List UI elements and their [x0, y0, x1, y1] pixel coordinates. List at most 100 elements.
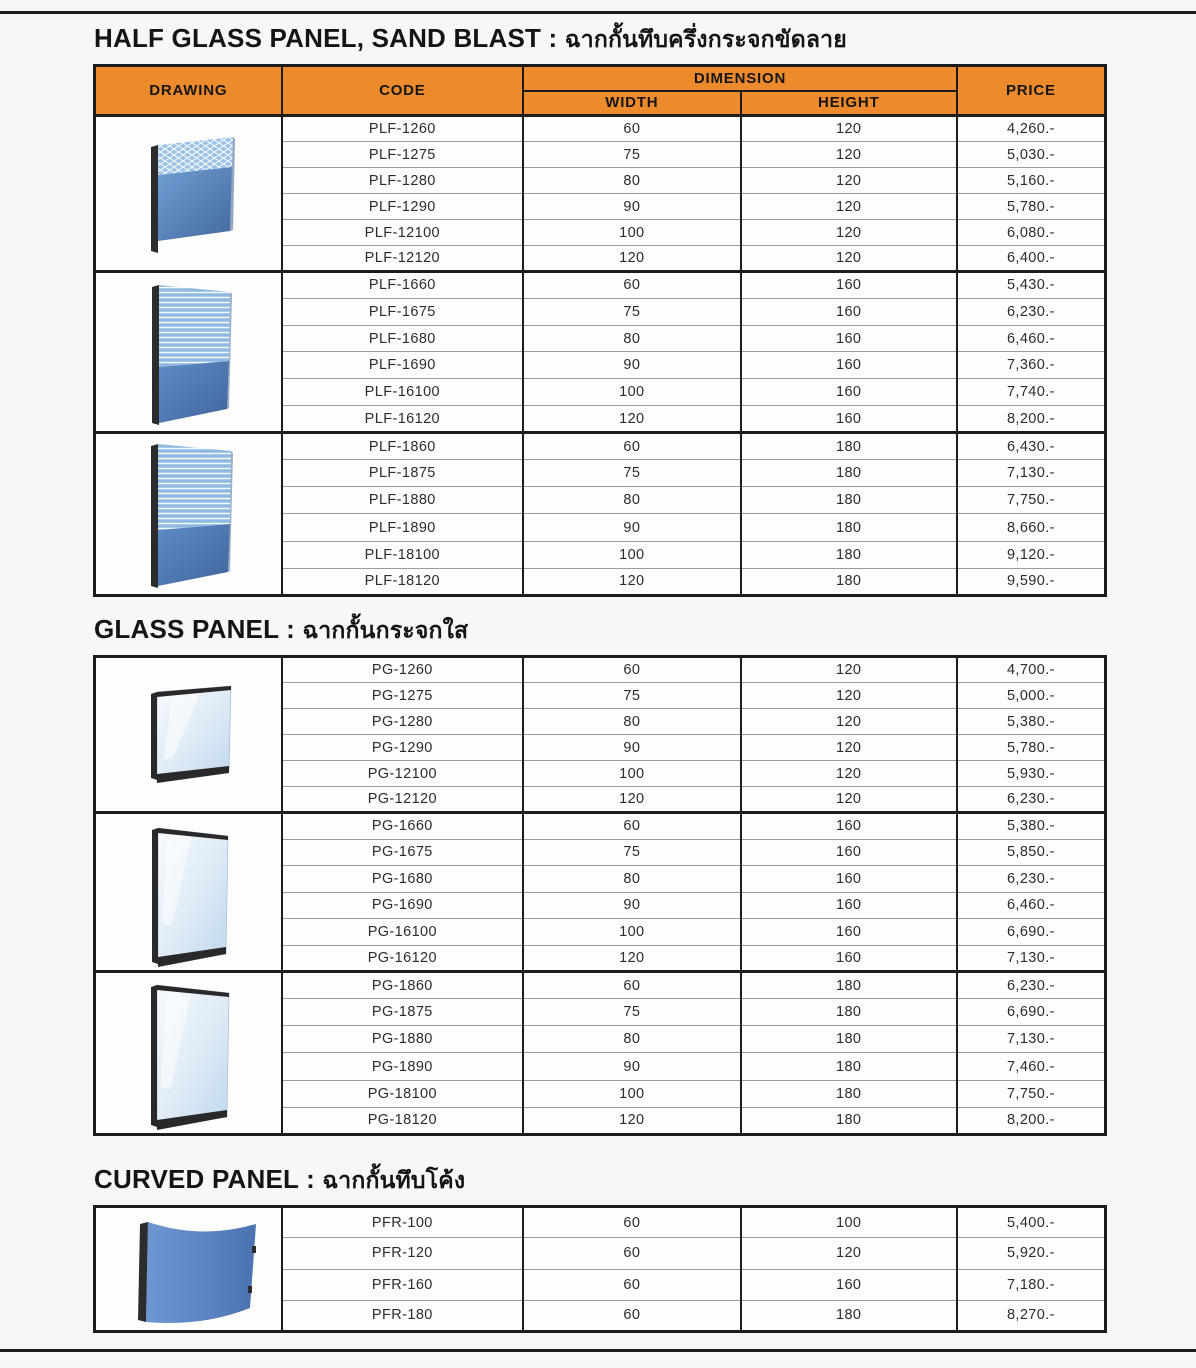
- width-cell: 90: [522, 513, 741, 542]
- table-row: PLF-16120 120 160 8,200.-: [95, 405, 1106, 433]
- panel-drawing: [95, 116, 282, 272]
- header-height: HEIGHT: [739, 90, 957, 116]
- table-row: PG-18120 120 180 8,200.-: [95, 1106, 1106, 1135]
- table-row: PG-1290 90 120 5,780.-: [95, 734, 1106, 761]
- price-cell: 7,460.-: [955, 1052, 1106, 1081]
- height-cell: 120: [739, 141, 957, 168]
- width-cell: 60: [522, 1299, 741, 1332]
- table-row: PFR-180 60 180 8,270.-: [95, 1299, 1106, 1332]
- height-cell: 120: [739, 219, 957, 246]
- height-cell: 120: [739, 167, 957, 194]
- code-cell: PG-1280: [280, 708, 524, 735]
- table-row: PLF-1675 75 160 6,230.-: [95, 297, 1106, 326]
- width-cell: 90: [522, 193, 741, 220]
- height-cell: 180: [739, 1052, 957, 1081]
- height-cell: 180: [739, 513, 957, 542]
- height-cell: 160: [739, 865, 957, 892]
- height-cell: 180: [739, 1025, 957, 1053]
- price-cell: 4,700.-: [955, 656, 1106, 683]
- section-half-glass-panel: HALF GLASS PANEL, SAND BLAST : ฉากกั้นทึ…: [93, 22, 1107, 597]
- code-cell: PG-1880: [280, 1025, 524, 1053]
- height-cell: 120: [739, 708, 957, 735]
- table-row: PLF-12100 100 120 6,080.-: [95, 219, 1106, 246]
- code-cell: PLF-18120: [280, 567, 524, 596]
- table-row: PG-1690 90 160 6,460.-: [95, 891, 1106, 919]
- width-cell: 60: [522, 971, 741, 999]
- code-cell: PLF-1880: [280, 486, 524, 514]
- code-cell: PG-1660: [280, 812, 524, 839]
- width-cell: 80: [522, 1025, 741, 1053]
- price-cell: 5,000.-: [955, 682, 1106, 709]
- panel-drawing: [95, 1207, 282, 1332]
- table-row: PLF-16100 100 160 7,740.-: [95, 378, 1106, 406]
- code-cell: PFR-120: [280, 1237, 524, 1269]
- table-row: PLF-1660 60 160 5,430.-: [94, 271, 1106, 425]
- price-cell: 5,430.-: [955, 271, 1106, 299]
- code-cell: PLF-1290: [280, 193, 524, 220]
- code-cell: PLF-16100: [280, 378, 524, 406]
- price-cell: 5,780.-: [955, 734, 1106, 761]
- table-row: PFR-120 60 120 5,920.-: [95, 1237, 1106, 1269]
- width-cell: 60: [522, 1237, 741, 1269]
- header-drawing: DRAWING: [94, 65, 282, 116]
- code-cell: PLF-1890: [280, 513, 524, 542]
- code-cell: PG-16120: [280, 944, 524, 972]
- price-cell: 7,750.-: [955, 1079, 1106, 1108]
- table-row: PLF-1290 90 120 5,780.-: [95, 193, 1106, 220]
- price-cell: 6,460.-: [955, 891, 1106, 919]
- price-cell: 6,460.-: [955, 324, 1106, 352]
- height-cell: 120: [739, 115, 957, 142]
- code-cell: PFR-160: [280, 1268, 524, 1301]
- table-row: PG-1675 75 160 5,850.-: [95, 838, 1106, 866]
- height-cell: 160: [739, 812, 957, 839]
- code-cell: PG-18120: [280, 1106, 524, 1135]
- price-cell: 6,430.-: [955, 432, 1106, 460]
- price-cell: 5,400.-: [955, 1206, 1106, 1238]
- table-header: DRAWING CODE DIMENSION PRICE WIDTH HEIGH…: [94, 65, 1106, 116]
- table-row: PG-1275 75 120 5,000.-: [95, 682, 1106, 709]
- header-code: CODE: [280, 65, 524, 116]
- width-cell: 100: [522, 760, 741, 787]
- code-cell: PG-12120: [280, 786, 524, 813]
- height-cell: 180: [739, 998, 957, 1026]
- height-cell: 120: [739, 656, 957, 683]
- section-title-th: ฉากกั้นทึบโค้ง: [322, 1167, 466, 1193]
- price-cell: 4,260.-: [955, 115, 1106, 142]
- section-glass-panel: GLASS PANEL : ฉากกั้นกระจกใส PG-1260 60 12…: [93, 613, 1107, 1136]
- table-row: PG-1880 80 180 7,130.-: [95, 1025, 1106, 1053]
- table-row: PLF-1875 75 180 7,130.-: [95, 459, 1106, 487]
- code-cell: PG-1860: [280, 971, 524, 999]
- table-row: PG-1680 80 160 6,230.-: [95, 865, 1106, 892]
- panel-drawing: [95, 433, 282, 596]
- width-cell: 75: [522, 998, 741, 1026]
- width-cell: 60: [522, 1268, 741, 1301]
- width-cell: 75: [522, 838, 741, 866]
- width-cell: 60: [522, 656, 741, 683]
- width-cell: 75: [522, 141, 741, 168]
- price-table-curved: PFR-100 60 100 5,400.- PFR-120 60 120 5,920.- PF…: [93, 1205, 1107, 1333]
- width-cell: 90: [522, 351, 741, 379]
- width-cell: 60: [522, 432, 741, 460]
- table-row: PFR-160 60 160 7,180.-: [95, 1268, 1106, 1301]
- height-cell: 180: [739, 540, 957, 569]
- panel-drawing: [95, 657, 282, 813]
- price-cell: 9,120.-: [955, 540, 1106, 569]
- section-title-th: ฉากกั้นกระจกใส: [302, 617, 469, 643]
- code-cell: PG-1275: [280, 682, 524, 709]
- table-row: PG-16120 120 160 7,130.-: [95, 944, 1106, 972]
- code-cell: PLF-1690: [280, 351, 524, 379]
- section-title-th: ฉากกั้นทึบครึ่งกระจกขัดลาย: [564, 26, 847, 52]
- height-cell: 180: [739, 1299, 957, 1332]
- code-cell: PLF-1275: [280, 141, 524, 168]
- code-cell: PLF-1280: [280, 167, 524, 194]
- section-title: CURVED PANEL : ฉากกั้นทึบโค้ง: [94, 1164, 466, 1194]
- width-cell: 90: [522, 734, 741, 761]
- width-cell: 120: [522, 405, 741, 433]
- table-row: PG-1260 60 120 4,700.-: [94, 656, 1106, 783]
- width-cell: 120: [522, 786, 741, 813]
- width-cell: 90: [522, 1052, 741, 1081]
- table-row: PG-1660 60 160 5,380.-: [94, 812, 1106, 967]
- code-cell: PLF-12100: [280, 219, 524, 246]
- height-cell: 160: [739, 891, 957, 919]
- code-cell: PG-12100: [280, 760, 524, 787]
